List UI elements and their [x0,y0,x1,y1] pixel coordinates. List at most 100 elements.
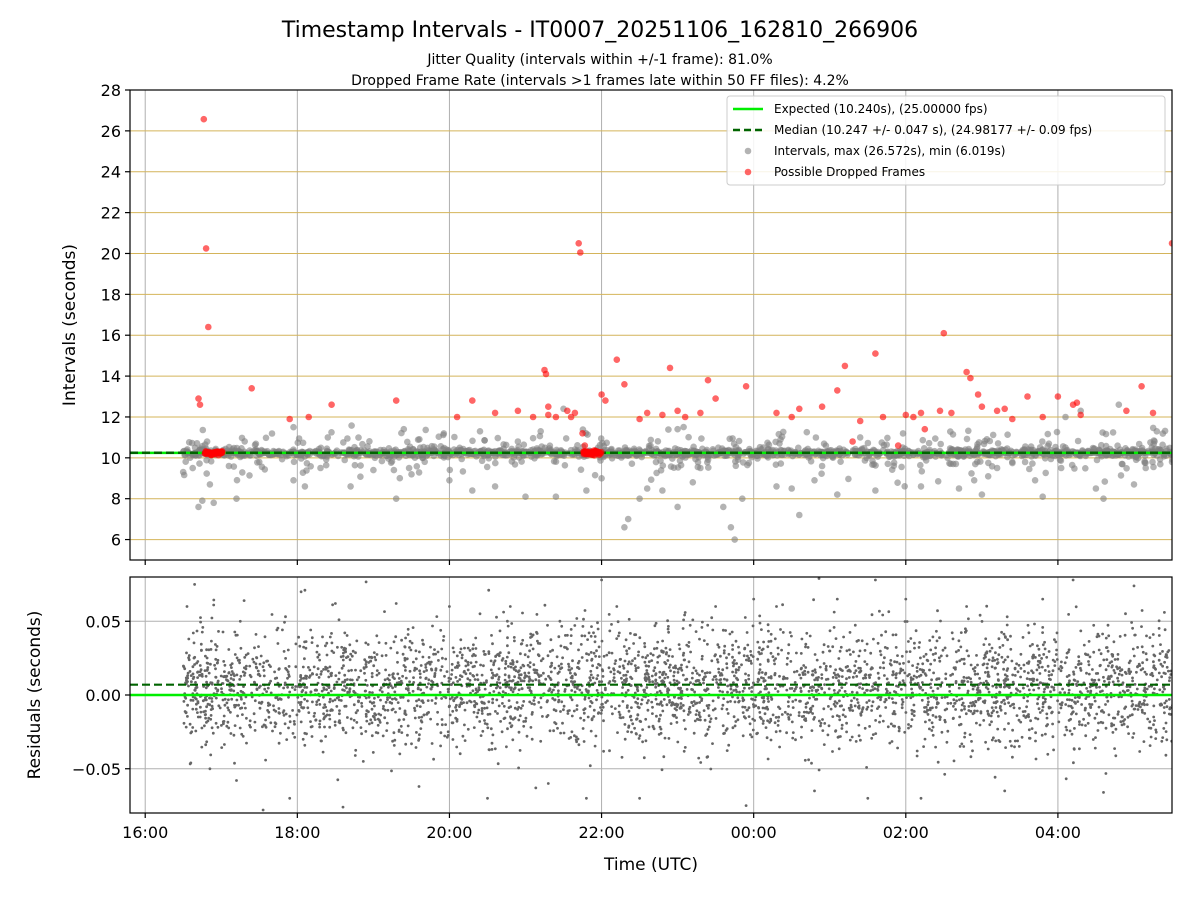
legend: Expected (10.240s), (25.00000 fps) Media… [726,95,1166,186]
interval-point [1134,454,1142,462]
intervals-ytick-label: 8 [111,490,121,509]
residual-point [573,624,577,627]
residual-point [997,679,1000,682]
residual-point [569,671,572,675]
residual-point [1161,690,1165,694]
interval-point [1092,485,1100,492]
residual-point [963,705,966,708]
residual-point [963,735,966,739]
residual-point [389,684,393,688]
residual-point [1092,696,1096,699]
residual-point [562,708,565,712]
residual-point [414,746,418,749]
interval-point [591,471,599,479]
residual-point [1149,673,1152,676]
dropped-frame-point [590,451,597,459]
residual-point [324,644,327,648]
residual-point [586,715,590,719]
legend-dropped-label: Possible Dropped Frames [774,165,925,179]
residual-point [976,672,980,676]
residual-point [1080,703,1083,706]
residual-point [477,688,481,692]
residual-point [767,640,771,643]
residual-point [409,648,413,652]
legend-median-label: Median (10.247 +/- 0.047 s), (24.98177 +… [774,123,1092,137]
residual-point [408,639,412,643]
residual-point [776,724,780,727]
residual-point [780,713,784,716]
residual-point [1090,703,1094,706]
interval-point [510,454,518,461]
residual-point [239,646,243,650]
residual-point [766,623,770,627]
residual-point [819,721,823,725]
residual-point [1165,738,1169,742]
dropped-frame-point [598,448,605,456]
residual-point [593,635,597,638]
residual-point [528,661,532,664]
residual-point [881,719,885,723]
intervals-ytick-label: 20 [101,244,121,263]
residual-point [277,741,281,745]
residual-point [542,671,545,675]
residual-point [544,677,548,681]
residual-point [907,723,910,726]
residual-point [566,709,570,713]
residual-point [737,645,740,649]
residual-point [918,641,921,644]
residual-point [811,712,814,715]
residual-point [1036,644,1039,648]
residual-point [1152,715,1156,719]
residual-point [652,727,656,731]
residual-point [440,723,444,727]
residual-point [894,676,898,680]
residual-point [960,697,964,701]
residual-point [647,678,651,682]
residual-point [855,675,859,678]
residual-point [905,620,909,623]
residual-point [962,675,966,679]
residual-point [959,645,963,649]
residual-point [765,736,769,740]
residual-point [940,681,944,685]
residual-point [1041,696,1045,700]
residual-point [1162,706,1166,709]
residual-point [906,674,910,678]
interval-point [621,444,629,451]
residual-point [663,736,667,740]
residual-point [1087,712,1090,715]
residual-point [600,639,604,643]
residual-point [1051,735,1055,739]
residual-point [693,719,697,723]
residual-point [213,663,217,667]
interval-point [1114,442,1121,450]
residual-point [503,673,507,677]
residual-point [880,633,883,637]
interval-point [255,458,263,466]
residual-point [506,624,510,628]
interval-point [624,515,632,523]
intervals-axes-frame [129,89,1173,561]
interval-point [1077,452,1084,460]
residual-point [1153,719,1156,722]
residual-point [415,731,418,734]
residual-point [833,700,837,703]
residual-point [1079,666,1082,670]
residual-point [645,701,649,705]
residual-point [210,726,214,730]
residual-point [509,705,513,709]
residual-point [646,708,650,712]
residual-point [218,706,222,710]
residual-point [977,698,980,702]
residual-point [890,697,894,700]
interval-point [440,454,448,461]
residual-point [632,696,636,699]
residual-point [1167,698,1171,701]
residual-point [1019,720,1023,724]
residual-point [740,663,743,667]
residual-point [1078,720,1081,724]
residual-point [517,718,521,722]
residual-point [812,686,816,689]
residual-point [273,677,277,680]
